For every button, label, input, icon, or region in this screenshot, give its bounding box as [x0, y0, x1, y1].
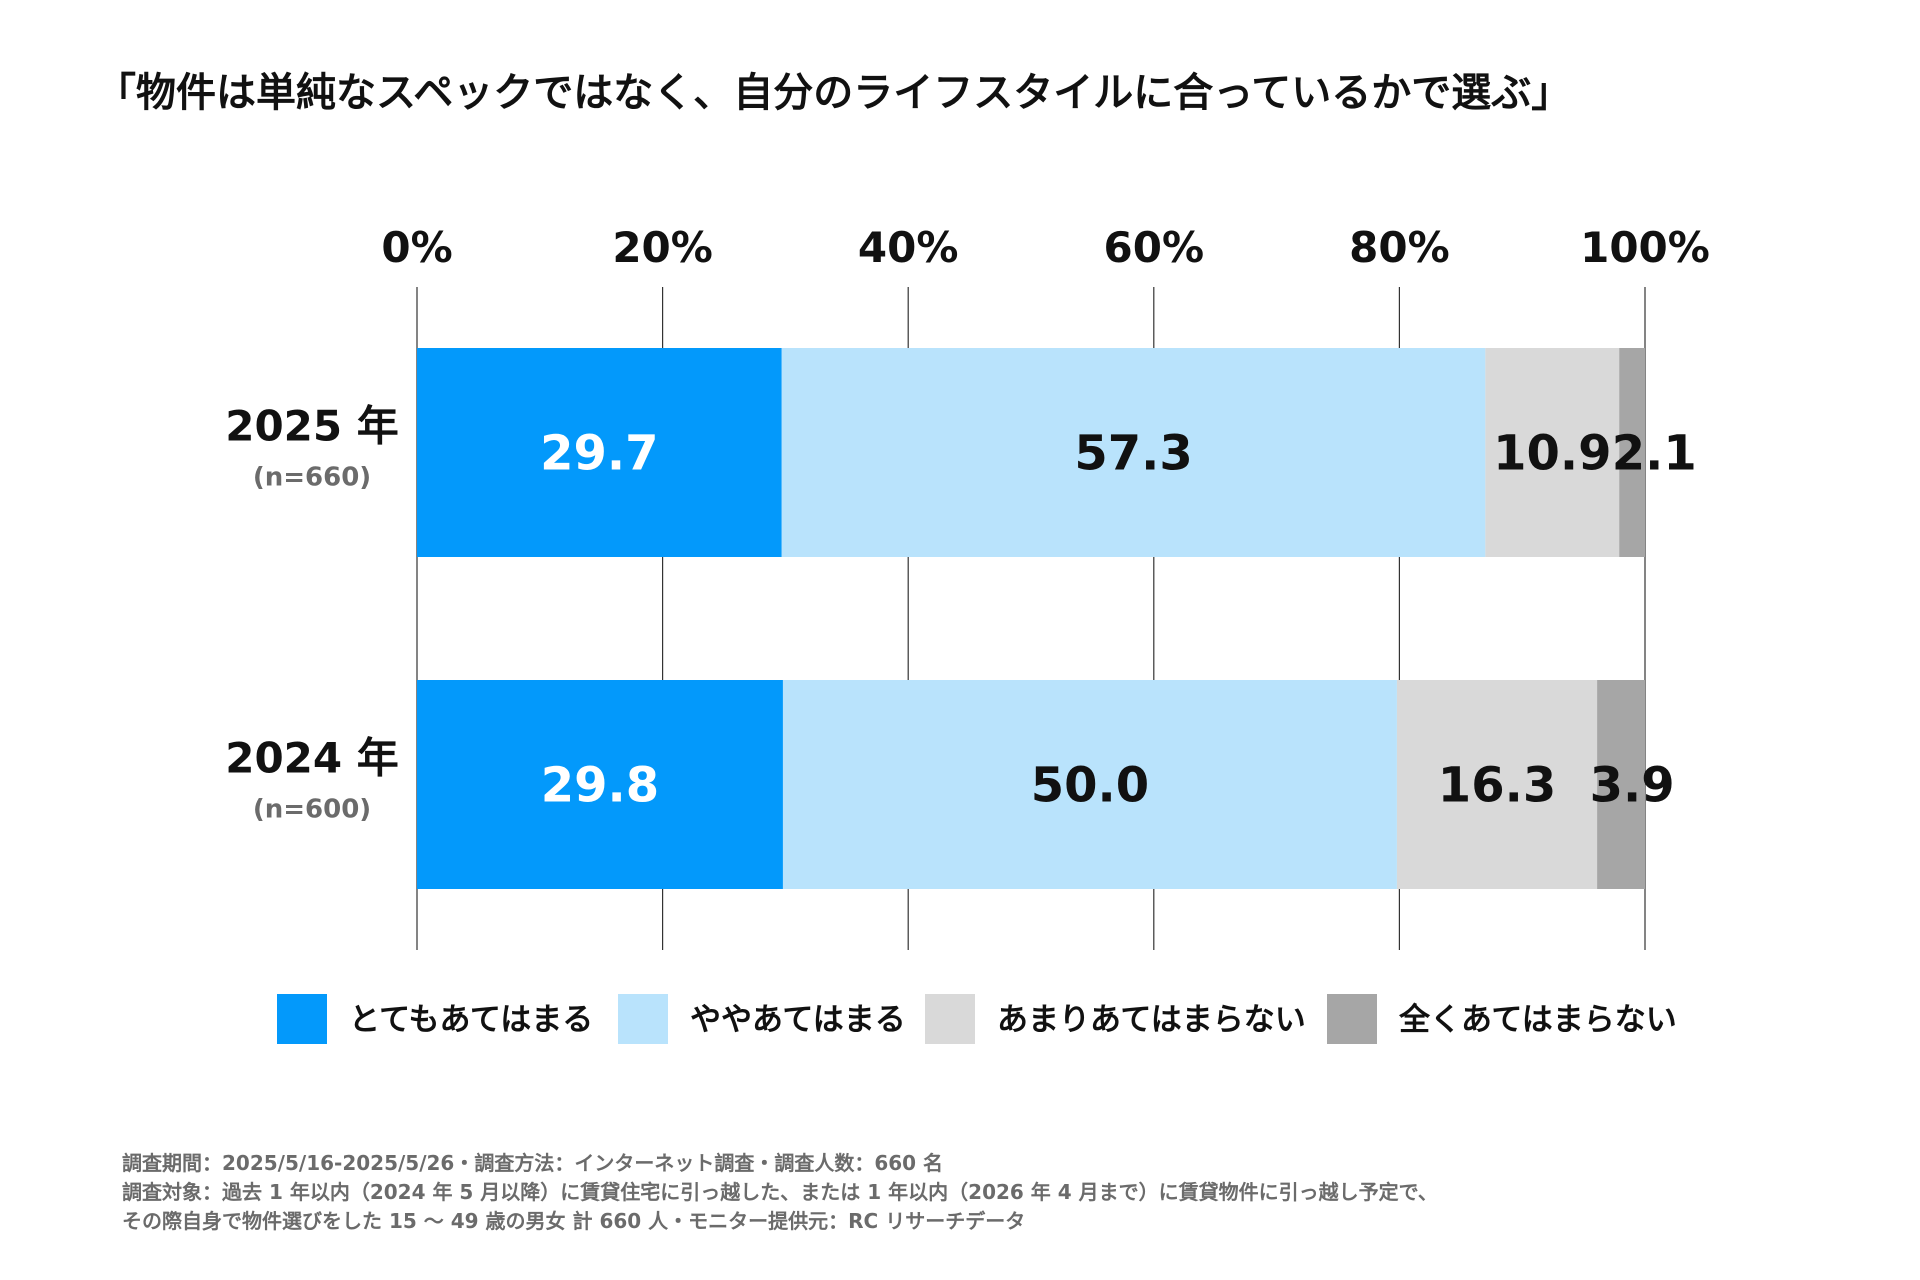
bar-segment [417, 348, 782, 557]
data-label: 29.8 [541, 758, 659, 814]
x-tick-label: 80% [1349, 223, 1450, 272]
data-label: 57.3 [1074, 426, 1192, 482]
bar-segment [417, 680, 783, 889]
legend: とてもあてはまる ややあてはまる あまりあてはまらない 全くあてはまらない [277, 994, 1677, 1044]
data-label: 10.9 [1493, 426, 1611, 482]
legend-label: あまりあてはまらない [997, 1002, 1306, 1038]
legend-swatch [1327, 994, 1377, 1044]
legend-label: 全くあてはまらない [1398, 1002, 1677, 1038]
legend-item: ややあてはまる [618, 994, 906, 1044]
legend-label: ややあてはまる [690, 1002, 906, 1038]
x-axis-ticks: 0% 20% 40% 60% 80% 100% [381, 223, 1710, 272]
bar-segment [1597, 680, 1645, 889]
footnote: 調査期間：2025/5/16-2025/5/26・調査方法：インターネット調査・… [122, 1151, 1438, 1233]
footnote-line-3: その際自身で物件選びをした 15 ～ 49 歳の男女 計 660 人・モニター提… [122, 1209, 1025, 1233]
bar-segment [1396, 680, 1598, 889]
category-label: 2024 年 [225, 734, 399, 783]
legend-swatch [277, 994, 327, 1044]
category-sample-size: (n=660) [253, 463, 371, 493]
x-tick-label: 60% [1104, 223, 1205, 272]
data-label: 16.3 [1438, 758, 1556, 814]
bar-segment [1619, 348, 1645, 557]
bar-segment [781, 348, 1486, 557]
bar-segment [1485, 348, 1620, 557]
bars: 29.7 57.3 10.9 2.1 29.8 50.0 16.3 3.9 [417, 348, 1697, 889]
bar-segment [782, 680, 1397, 889]
data-label: 2.1 [1612, 426, 1697, 482]
legend-swatch [618, 994, 668, 1044]
data-label: 29.7 [540, 426, 658, 482]
x-tick-label: 100% [1580, 223, 1710, 272]
chart-title: 「物件は単純なスペックではなく、自分のライフスタイルに合っているかで選ぶ」 [96, 70, 1571, 116]
data-label: 3.9 [1590, 758, 1675, 814]
legend-swatch [925, 994, 975, 1044]
x-tick-label: 40% [858, 223, 959, 272]
category-sample-size: (n=600) [253, 795, 371, 825]
footnote-line-1: 調査期間：2025/5/16-2025/5/26・調査方法：インターネット調査・… [122, 1151, 943, 1175]
legend-item: あまりあてはまらない [925, 994, 1306, 1044]
footnote-line-2: 調査対象：過去 1 年以内（2024 年 5 月以降）に賃貸住宅に引っ越した、ま… [122, 1180, 1438, 1204]
data-label: 50.0 [1031, 758, 1149, 814]
category-label: 2025 年 [225, 402, 399, 451]
x-tick-label: 20% [612, 223, 713, 272]
x-tick-label: 0% [381, 223, 452, 272]
legend-item: 全くあてはまらない [1327, 994, 1677, 1044]
legend-item: とてもあてはまる [277, 994, 593, 1044]
legend-label: とてもあてはまる [349, 1002, 593, 1038]
category-labels: 2025 年 (n=660) 2024 年 (n=600) [225, 402, 399, 825]
